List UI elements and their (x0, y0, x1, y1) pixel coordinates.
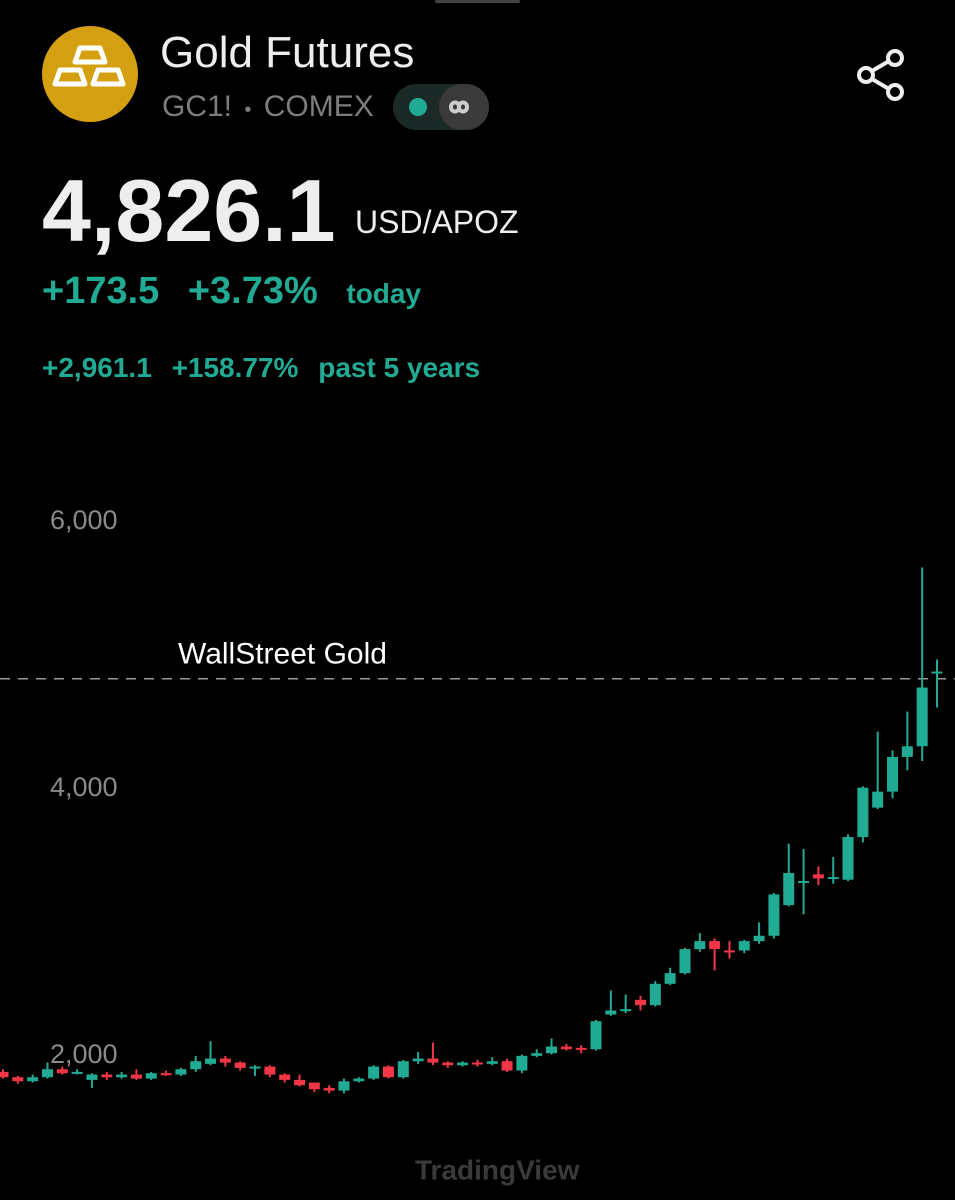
candle-body (145, 1073, 157, 1079)
y-tick-label: 2,000 (50, 1039, 118, 1069)
share-button[interactable] (855, 48, 907, 102)
candle-body (531, 1053, 543, 1056)
candle-body (812, 874, 824, 879)
candle-body (353, 1078, 365, 1082)
candle-body (0, 1071, 9, 1078)
candle-body (546, 1046, 558, 1054)
candle-body (679, 949, 691, 974)
candle-body (27, 1077, 39, 1082)
notch (435, 0, 520, 3)
candle-body (857, 787, 869, 838)
change-pct: +158.77% (171, 352, 299, 383)
price: 4,826.1 (42, 161, 336, 260)
candle-body (768, 894, 780, 936)
candle-body (41, 1069, 53, 1078)
candle-body (783, 873, 795, 906)
period: today (346, 278, 422, 309)
annotation: WallStreet Gold (178, 638, 387, 671)
candle-body (486, 1061, 498, 1064)
candle-body (249, 1066, 261, 1069)
candle-body (605, 1010, 617, 1015)
candle-body (560, 1046, 572, 1050)
change-long: +2,961.1 +158.77% past 5 years (42, 352, 480, 384)
candle-body (664, 973, 676, 984)
candle-body (412, 1058, 424, 1062)
candle-body (130, 1074, 142, 1079)
candle-body (471, 1062, 483, 1065)
candle-body (368, 1066, 380, 1079)
y-tick-label: 6,000 (50, 505, 118, 535)
candle-body (620, 1009, 632, 1012)
candle-body (501, 1061, 513, 1071)
price-unit: USD/APOZ (355, 204, 519, 240)
candle-body (709, 941, 721, 950)
candle-body (86, 1074, 98, 1080)
logo (42, 26, 138, 122)
candle-body (101, 1074, 113, 1078)
candle-body (71, 1071, 83, 1074)
chart: 2,000 4,000 6,000 WallStreet Gold TradingVie… (0, 505, 955, 1185)
candle-body (753, 935, 765, 942)
change-pct: +3.73% (187, 270, 318, 312)
candle-body (12, 1077, 24, 1082)
status-toggle[interactable] (393, 84, 489, 130)
watermark: TradingView (415, 1154, 580, 1185)
exchange: COMEX (263, 90, 374, 123)
period: past 5 years (318, 352, 481, 383)
candle-body (190, 1061, 202, 1070)
candle-body (723, 950, 735, 953)
candle-body (738, 941, 750, 951)
change: +2,961.1 (42, 352, 152, 383)
candle-body (175, 1069, 187, 1075)
candle-body (56, 1069, 68, 1074)
candle-body (205, 1058, 217, 1064)
candle-body (887, 756, 899, 792)
candle-body (160, 1073, 172, 1076)
title: Gold Futures (160, 28, 415, 77)
candle-body (901, 746, 913, 757)
separator: • (244, 99, 252, 121)
candle-body (694, 941, 706, 950)
candle-body (634, 999, 646, 1006)
candle-body (264, 1066, 276, 1075)
candle-body (457, 1062, 469, 1066)
candle-body (590, 1021, 602, 1050)
candle-body (575, 1047, 587, 1050)
candle-body (427, 1058, 439, 1063)
candle-body (916, 687, 928, 747)
candle-body (219, 1058, 231, 1063)
candle-body (827, 877, 839, 880)
candle-body (798, 881, 810, 884)
candle-body (842, 837, 854, 880)
candle-body (308, 1082, 320, 1090)
candle-body (442, 1062, 454, 1066)
symbol: GC1! (162, 90, 233, 123)
candle-body (872, 791, 884, 808)
change: +173.5 (42, 270, 160, 312)
candle-body (382, 1066, 394, 1078)
candle-body (234, 1062, 246, 1068)
candle-body (279, 1074, 291, 1080)
y-tick-label: 4,000 (50, 772, 118, 802)
candle-body (397, 1061, 409, 1078)
candle-body (323, 1087, 335, 1091)
change-today: +173.5 +3.73% today (42, 270, 421, 313)
candle-body (931, 671, 943, 674)
candle-body (516, 1055, 528, 1071)
candle-body (338, 1081, 350, 1091)
candle-body (294, 1079, 306, 1086)
candle-body (116, 1074, 128, 1078)
candle-body (649, 983, 661, 1006)
symbol-line: GC1! • COMEX (162, 90, 374, 124)
